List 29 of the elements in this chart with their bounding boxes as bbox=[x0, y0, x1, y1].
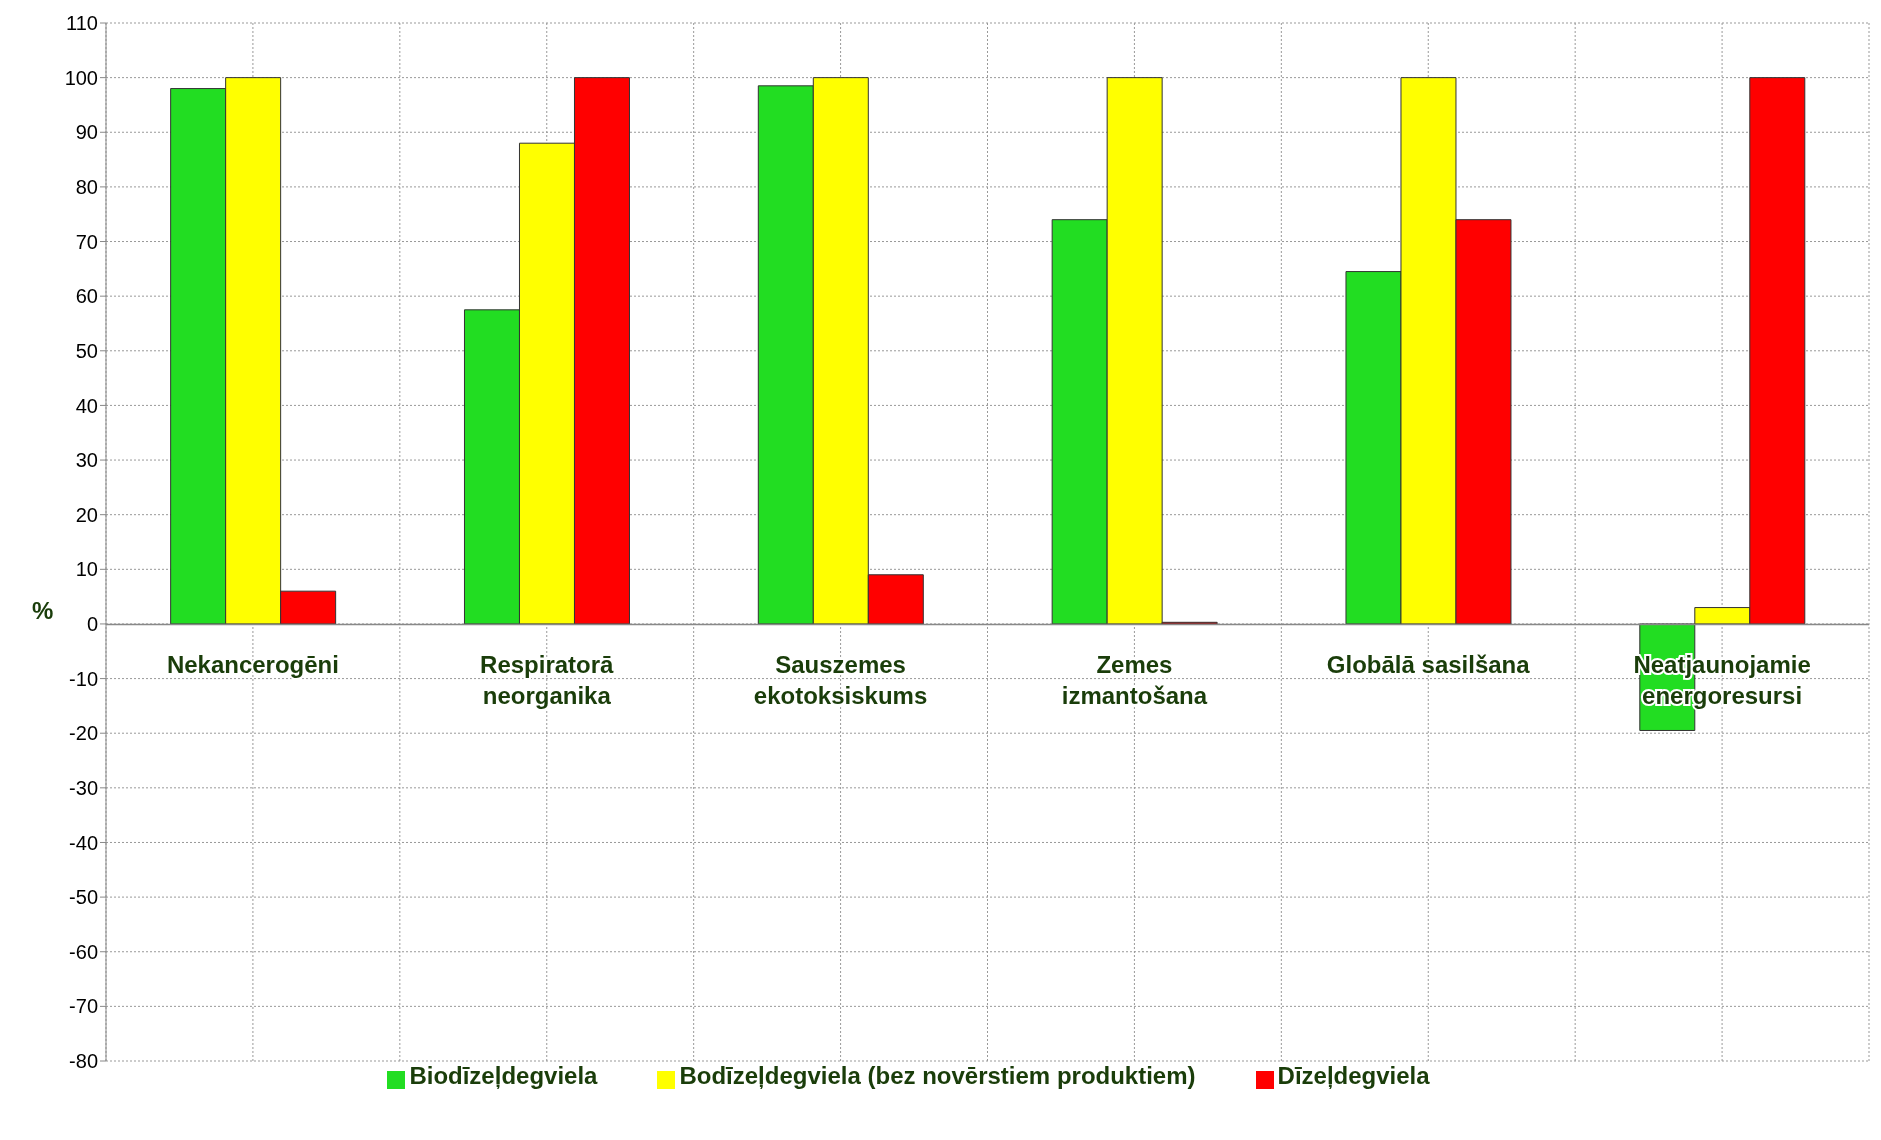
legend-label: Dīzeļdegviela bbox=[1277, 1062, 1430, 1089]
y-tick-label: -60 bbox=[69, 940, 98, 963]
y-tick-label: 80 bbox=[75, 175, 98, 198]
y-tick-label: 40 bbox=[75, 394, 98, 417]
y-tick-label: -70 bbox=[69, 995, 98, 1018]
y-tick-label: 110 bbox=[66, 12, 98, 35]
y-tick-label: 100 bbox=[64, 66, 98, 89]
y-tick-label: -10 bbox=[69, 667, 98, 690]
y-tick-label: 20 bbox=[75, 503, 98, 526]
y-tick-label: -30 bbox=[69, 776, 98, 799]
y-tick-label: 0 bbox=[86, 613, 98, 636]
y-tick-label: -80 bbox=[69, 1050, 98, 1073]
x-tick-label: Sauszemes ekotoksiskums bbox=[753, 650, 928, 709]
legend-label: Biodīzeļdegviela bbox=[409, 1062, 598, 1089]
y-tick-label: -50 bbox=[69, 886, 98, 909]
y-tick-label: 50 bbox=[75, 339, 98, 362]
y-tick-label: 30 bbox=[75, 449, 98, 472]
x-tick-label: Respiratorā neorganika bbox=[480, 650, 615, 709]
y-tick-label: 90 bbox=[75, 121, 98, 144]
x-tick-label: Globālā sasilšana bbox=[1326, 650, 1531, 678]
y-tick-label: -20 bbox=[69, 722, 98, 745]
y-tick-label: -40 bbox=[69, 831, 98, 854]
y-axis-title: % bbox=[32, 596, 54, 624]
x-tick-label: Zemes izmantošana bbox=[1061, 650, 1208, 709]
y-tick-label: 70 bbox=[75, 230, 98, 253]
x-tick-label: Nekancerogēni bbox=[166, 650, 339, 678]
y-tick-label: 10 bbox=[75, 558, 98, 581]
legend-label: Bodīzeļdegviela (bez novērstiem produktiem) bbox=[679, 1062, 1196, 1089]
y-tick-label: 60 bbox=[75, 285, 98, 308]
